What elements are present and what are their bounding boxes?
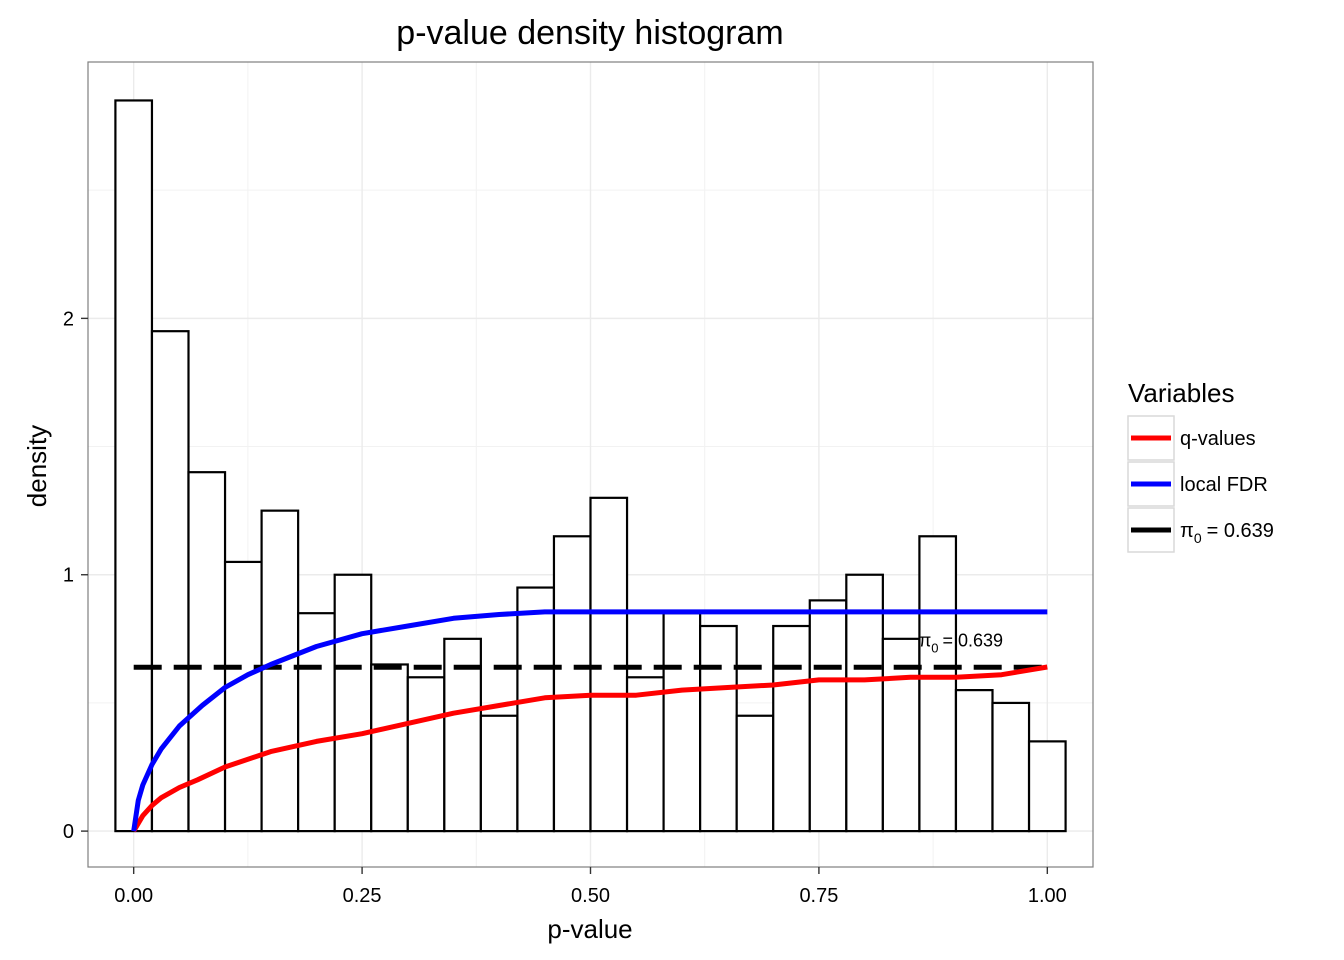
legend: Variables q-values local FDR π0 = 0.639: [1127, 378, 1274, 553]
y-tick-label: 1: [63, 565, 74, 587]
histogram-bar: [954, 689, 994, 833]
pi0-annotation: π0 = 0.639: [919, 631, 1003, 656]
pi0-annotation-subscript: 0: [931, 641, 938, 656]
histogram-bar: [918, 535, 958, 833]
y-tick-label: 0: [63, 821, 74, 843]
histogram-bars: [114, 99, 1067, 833]
histogram-bar: [625, 676, 665, 833]
histogram-bar: [114, 99, 154, 833]
legend-item-q-values: q-values: [1127, 415, 1256, 461]
histogram-bar: [808, 599, 848, 833]
axis-ticks: [81, 317, 1049, 874]
y-tick-label: 2: [63, 308, 74, 330]
legend-label-pi0-subscript: 0: [1194, 530, 1202, 546]
legend-item-pi0: π0 = 0.639: [1127, 507, 1274, 553]
series-line-local-fdr: [131, 609, 1048, 832]
histogram-bar: [589, 496, 629, 833]
histogram-bar: [735, 714, 775, 833]
pi0-annotation-value: = 0.639: [943, 631, 1004, 651]
histogram-bar: [370, 663, 409, 833]
y-axis-label: density: [22, 425, 52, 507]
pi0-annotation-symbol: π: [919, 631, 931, 651]
series-lines: [131, 609, 1048, 833]
histogram-bar: [662, 612, 702, 833]
x-axis: 0.00 0.25 0.50 0.75 1.00: [114, 885, 1067, 907]
histogram-bar: [406, 676, 446, 833]
histogram-bar: [516, 586, 556, 833]
legend-title: Variables: [1128, 378, 1234, 408]
legend-label-q-values: q-values: [1180, 428, 1256, 450]
histogram-bar: [150, 330, 190, 833]
series-line-q-values: [131, 664, 1048, 833]
histogram-bar: [479, 714, 519, 833]
legend-label-pi0: π0 = 0.639: [1180, 520, 1274, 546]
histogram-bar: [1027, 740, 1067, 833]
histogram-bar: [772, 624, 811, 833]
x-tick-label: 0.25: [343, 885, 382, 907]
x-tick-label: 1.00: [1028, 885, 1067, 907]
histogram-bar: [333, 573, 373, 833]
legend-label-pi0-symbol: π: [1180, 520, 1194, 542]
y-axis: 0 1 2: [63, 308, 74, 843]
legend-label-local-fdr: local FDR: [1180, 474, 1268, 496]
histogram-bar: [699, 624, 738, 833]
x-axis-label: p-value: [547, 914, 632, 944]
chart-title: p-value density histogram: [396, 14, 783, 52]
histogram-bar: [552, 535, 592, 833]
histogram-bar: [260, 509, 300, 833]
x-tick-label: 0.75: [799, 885, 838, 907]
x-tick-label: 0.50: [571, 885, 610, 907]
legend-label-pi0-value: = 0.639: [1207, 520, 1274, 542]
histogram-bar: [443, 637, 482, 833]
histogram-bar: [991, 701, 1031, 833]
legend-item-local-fdr: local FDR: [1127, 461, 1268, 507]
histogram-bar: [223, 560, 263, 833]
x-tick-label: 0.00: [114, 885, 153, 907]
plot-panel: π0 = 0.639: [87, 61, 1094, 868]
histogram-bar: [845, 573, 884, 833]
